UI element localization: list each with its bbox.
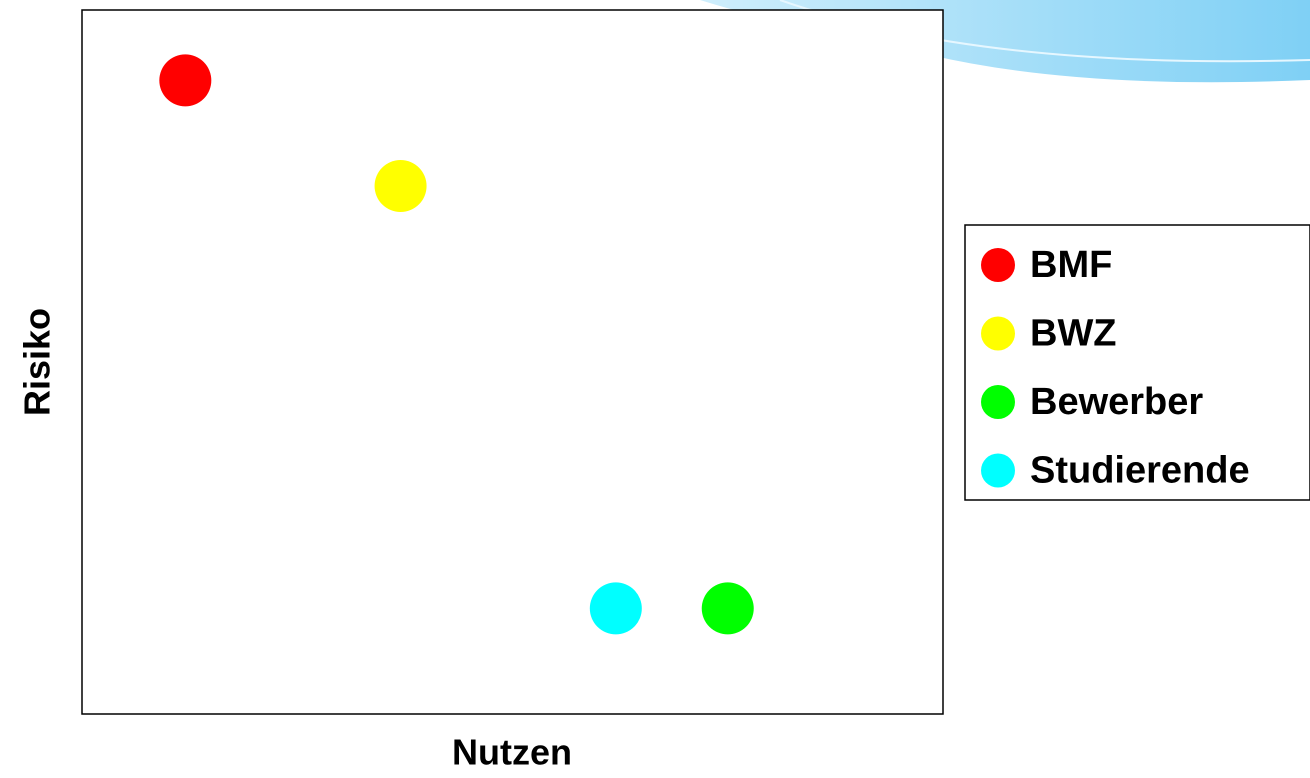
legend-marker — [981, 248, 1015, 282]
legend-marker — [981, 453, 1015, 488]
plot-area — [81, 9, 944, 715]
legend-label: BWZ — [1030, 313, 1117, 355]
point — [589, 582, 642, 635]
point — [374, 160, 427, 212]
legend-label: Bewerber — [1030, 381, 1203, 423]
y-axis-title: Risiko — [17, 308, 58, 416]
point — [701, 582, 754, 635]
legend-marker — [981, 316, 1015, 351]
legend-marker — [981, 385, 1015, 419]
point — [159, 54, 212, 107]
x-axis-title: Nutzen — [452, 732, 572, 773]
legend-label: BMF — [1030, 244, 1112, 286]
legend — [964, 224, 1310, 501]
legend-label: Studierende — [1030, 450, 1250, 492]
